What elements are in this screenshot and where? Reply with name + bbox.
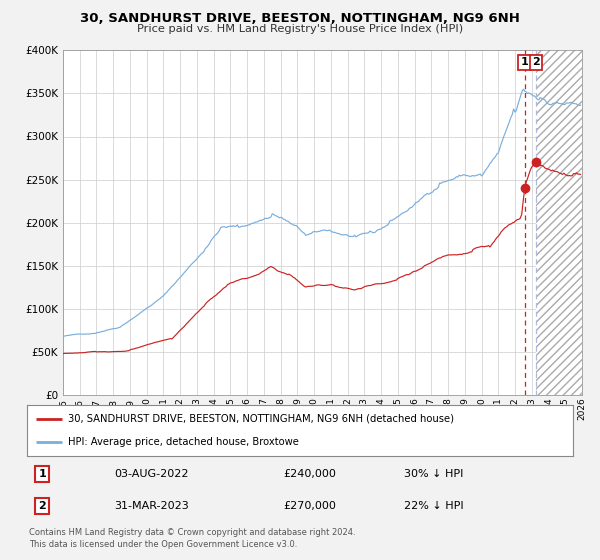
Text: £240,000: £240,000 (284, 469, 337, 479)
Text: 1: 1 (521, 58, 529, 67)
Text: £270,000: £270,000 (284, 501, 337, 511)
Text: Contains HM Land Registry data © Crown copyright and database right 2024.
This d: Contains HM Land Registry data © Crown c… (29, 528, 355, 549)
Text: 30, SANDHURST DRIVE, BEESTON, NOTTINGHAM, NG9 6NH (detached house): 30, SANDHURST DRIVE, BEESTON, NOTTINGHAM… (68, 414, 454, 424)
Text: HPI: Average price, detached house, Broxtowe: HPI: Average price, detached house, Brox… (68, 437, 299, 447)
Text: 31-MAR-2023: 31-MAR-2023 (115, 501, 189, 511)
Bar (536, 50, 582, 395)
Text: 30, SANDHURST DRIVE, BEESTON, NOTTINGHAM, NG9 6NH: 30, SANDHURST DRIVE, BEESTON, NOTTINGHAM… (80, 12, 520, 25)
Text: 30% ↓ HPI: 30% ↓ HPI (404, 469, 463, 479)
Text: Price paid vs. HM Land Registry's House Price Index (HPI): Price paid vs. HM Land Registry's House … (137, 24, 463, 34)
Text: 1: 1 (38, 469, 46, 479)
Text: 2: 2 (38, 501, 46, 511)
Text: 2: 2 (532, 58, 540, 67)
Text: 03-AUG-2022: 03-AUG-2022 (115, 469, 189, 479)
Text: 22% ↓ HPI: 22% ↓ HPI (404, 501, 463, 511)
